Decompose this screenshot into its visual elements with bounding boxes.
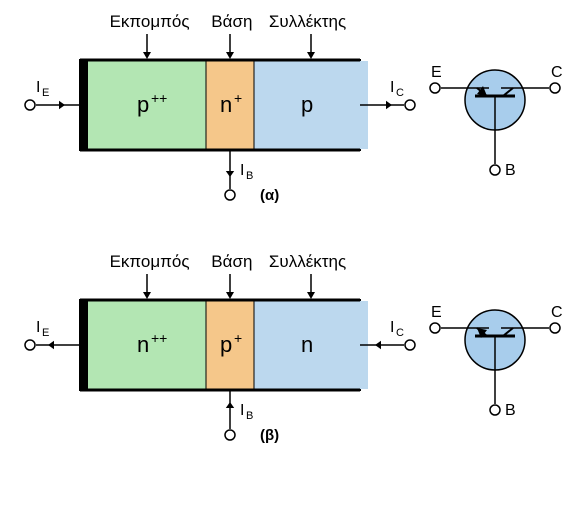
- transistor_b-sym-b: B: [505, 402, 516, 420]
- transistor_b-header-emitter: Εκπομπός: [110, 252, 190, 272]
- transistor_a-sym-e: E: [431, 64, 442, 82]
- transistor_a-sym-b: B: [505, 162, 516, 180]
- transistor_b-ib: I: [240, 402, 244, 420]
- transistor_a-caption: (α): [260, 187, 279, 204]
- transistor_b-region-base-super: +: [234, 330, 242, 346]
- transistor_a-ib: I: [240, 162, 244, 180]
- transistor_a-header-collector: Συλλέκτης: [269, 12, 346, 32]
- transistor_b-caption: (β): [260, 427, 279, 444]
- transistor_b-region-collector: n: [301, 332, 313, 358]
- transistor_a-region-collector: p: [301, 92, 313, 118]
- transistor_b-ic-sub: C: [396, 327, 404, 339]
- transistor_a-region-base-super: +: [234, 90, 242, 106]
- transistor_b-header-base: Βάση: [211, 252, 252, 272]
- transistor_b-sym-c: C: [551, 304, 563, 322]
- transistor_a-region-emitter: p: [137, 92, 149, 118]
- transistor_a-ib-sub: B: [246, 170, 253, 182]
- transistor_a-ic-sub: C: [396, 87, 404, 99]
- transistor_a-ie: I: [36, 79, 40, 97]
- transistor_a-header-base: Βάση: [211, 12, 252, 32]
- transistor_b-ie: I: [36, 319, 40, 337]
- transistor_b-region-base: p: [220, 332, 232, 358]
- transistor_a-sym-c: C: [551, 64, 563, 82]
- transistor_b-ib-sub: B: [246, 410, 253, 422]
- transistor_b-header-collector: Συλλέκτης: [269, 252, 346, 272]
- transistor_a-ie-sub: E: [42, 87, 49, 99]
- transistor_b-region-emitter-super: ++: [151, 330, 167, 346]
- transistor_a-region-emitter-super: ++: [151, 90, 167, 106]
- transistor_b-region-emitter: n: [137, 332, 149, 358]
- transistor_a-region-base: n: [220, 92, 232, 118]
- transistor_b-sym-e: E: [431, 304, 442, 322]
- transistor_a-ic: I: [390, 79, 394, 97]
- transistor_a-header-emitter: Εκπομπός: [110, 12, 190, 32]
- transistor_b-ic: I: [390, 319, 394, 337]
- transistor_b-ie-sub: E: [42, 327, 49, 339]
